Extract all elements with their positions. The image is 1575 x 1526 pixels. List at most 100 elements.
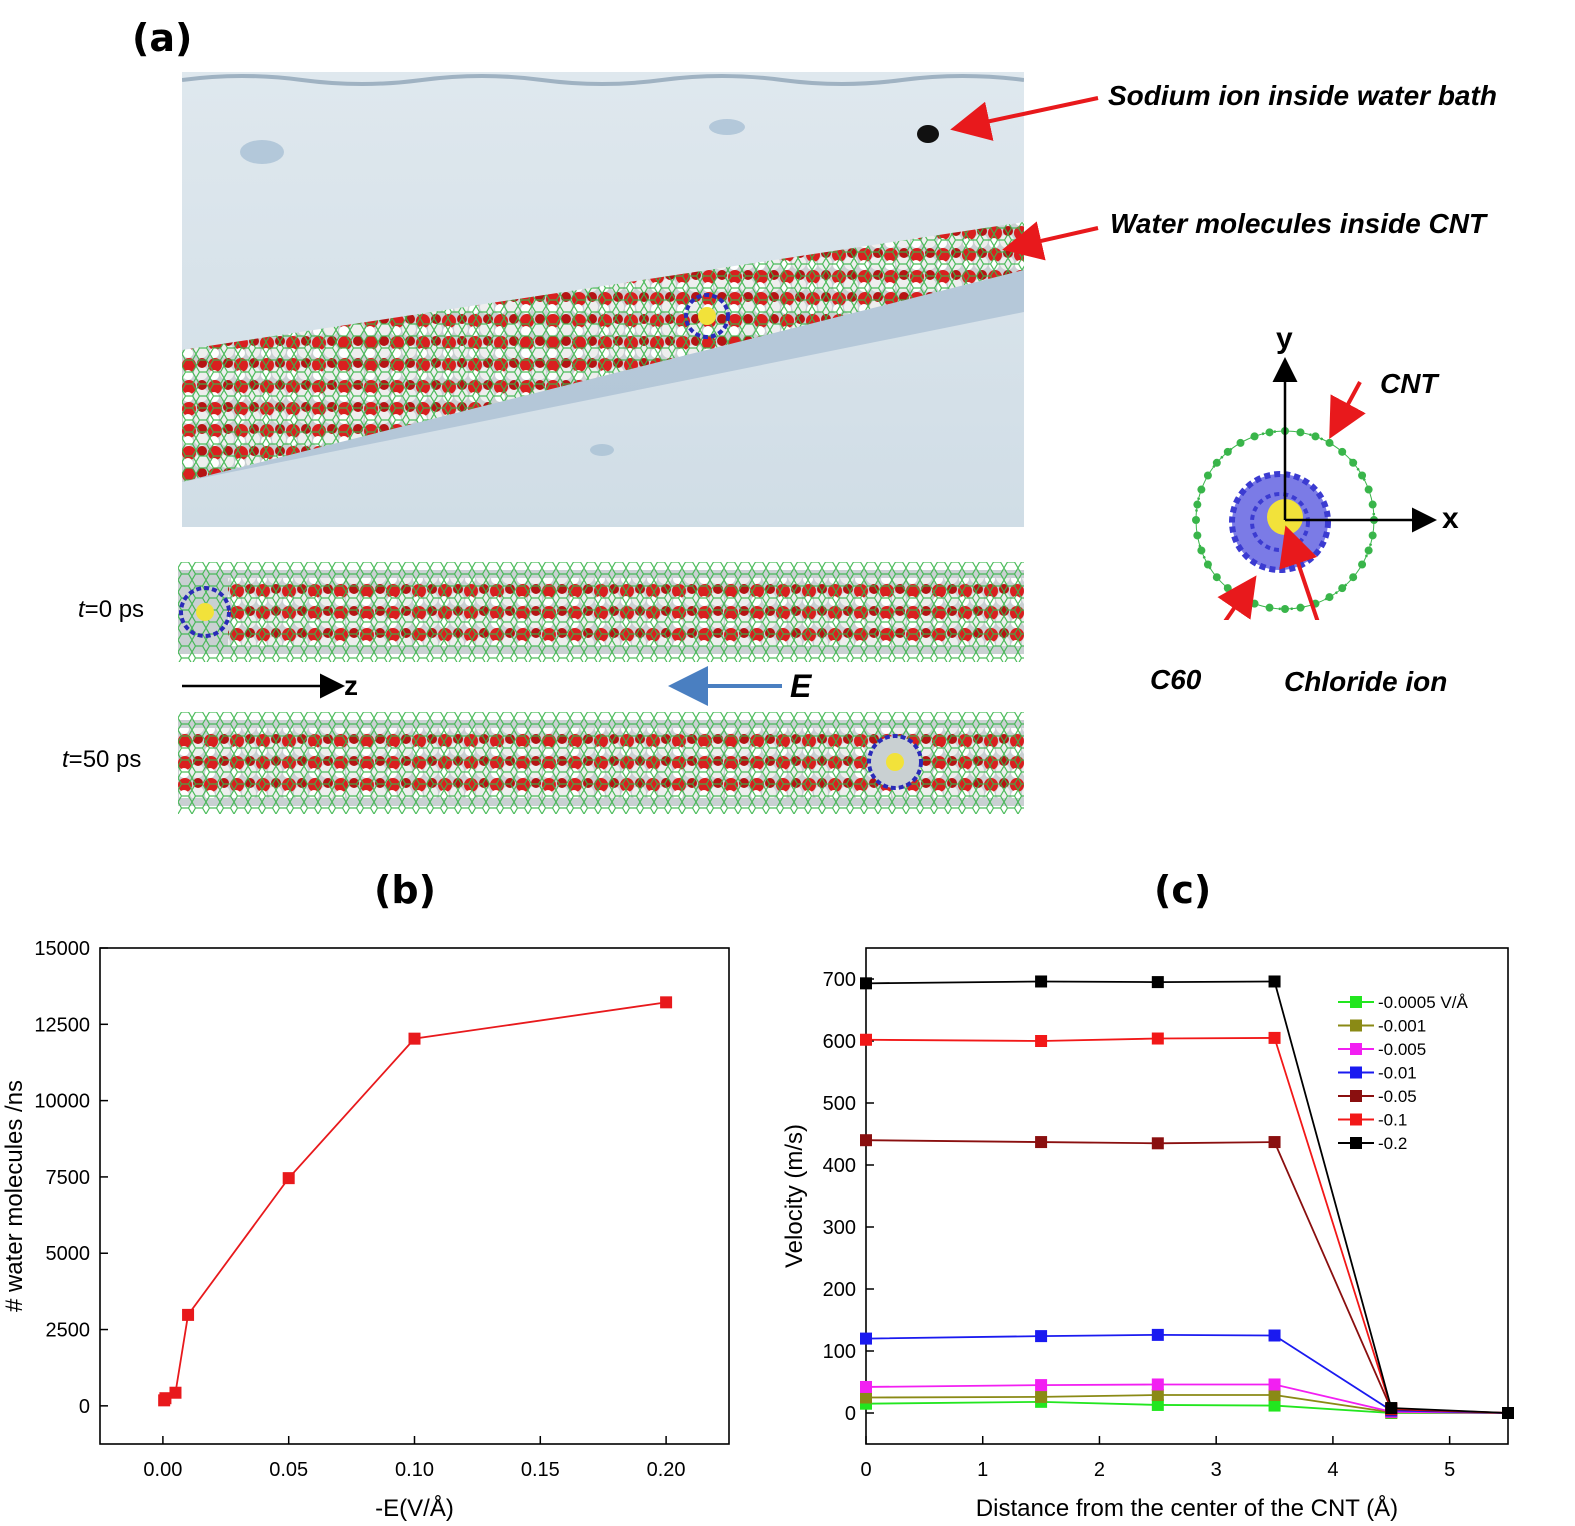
cnt-atom [1349, 573, 1358, 582]
data-point [1035, 1035, 1048, 1047]
legend-label: -0.2 [1378, 1134, 1407, 1153]
cnt-arrow [1329, 381, 1366, 440]
cnt-label: CNT [1380, 368, 1438, 399]
data-point [1035, 1379, 1048, 1392]
data-point [1035, 1136, 1048, 1149]
x-tick-label: 0.00 [143, 1459, 182, 1481]
y-tick-label: 5000 [46, 1243, 91, 1265]
cnt-atom [1296, 428, 1305, 437]
legend-label: -0.0005 V/Å [1378, 993, 1468, 1012]
data-point [860, 1332, 872, 1345]
cnt-atom [1265, 428, 1274, 437]
cnt-atom [1281, 605, 1289, 613]
y-tick-label: 15000 [34, 938, 90, 960]
series-line [865, 1333, 1509, 1414]
series-line [865, 1383, 1509, 1414]
panel-label-c: (c) [1154, 868, 1212, 912]
snapshot-t0 [178, 562, 1024, 662]
x-tick-label: 0.20 [647, 1459, 686, 1481]
c60-arrow [1217, 575, 1257, 620]
data-point [1151, 976, 1164, 989]
data-point [1151, 1389, 1164, 1402]
z-axis-label: z [344, 670, 358, 701]
data-point [860, 1380, 872, 1393]
chloride-ion-t50 [886, 753, 904, 771]
panel-label-a: (a) [132, 16, 193, 60]
legend-marker [1350, 996, 1362, 1008]
cnt-atom [1368, 500, 1377, 509]
water-label: Water molecules inside CNT [1110, 208, 1487, 239]
carbon-nanotube [182, 222, 1024, 482]
cnt-atom [1338, 447, 1347, 456]
chart-c: 0 1 2 3 4 5 0 100 200 300 400 500 600 700 Distance fro… [781, 947, 1514, 1522]
x-tick-label: 4 [1327, 1459, 1338, 1481]
legend-label: -0.005 [1378, 1040, 1426, 1059]
cnt-atom [1250, 432, 1259, 441]
data-point [159, 1392, 172, 1405]
data-point [1035, 975, 1048, 988]
legend-label: -0.1 [1378, 1111, 1407, 1130]
data-point [1268, 1378, 1281, 1391]
cnt-atom [1364, 485, 1373, 494]
y-axis-label: y [1276, 322, 1293, 355]
time-var-t50: t [62, 746, 69, 773]
data-point [182, 1308, 195, 1321]
y-tick-label: 7500 [46, 1167, 91, 1189]
x-tick-label: 0.05 [269, 1459, 308, 1481]
plot-frame [865, 947, 1509, 1445]
cnt-atom [1325, 593, 1334, 602]
series-line [865, 1139, 1509, 1414]
cnt-atom [1250, 599, 1259, 608]
sodium-ion [917, 125, 939, 143]
time-label-t50: t=50 ps [62, 746, 141, 774]
y-tick-label: 500 [823, 1093, 856, 1115]
chloride-ion [698, 307, 716, 325]
data-point [1268, 975, 1281, 988]
y-tick-label: 200 [823, 1279, 856, 1301]
cnt-atom [1193, 531, 1202, 540]
data-point [1151, 1328, 1164, 1341]
x-tick-label: 0.15 [521, 1459, 560, 1481]
cross-section-diagram [1192, 357, 1437, 620]
y-tick-label: 2500 [46, 1320, 91, 1342]
data-point [1151, 1398, 1164, 1411]
y-tick-label: 0 [845, 1403, 856, 1425]
data-point [1151, 1378, 1164, 1391]
data-point [1268, 1329, 1281, 1342]
y-axis-title: # water molecules /ns [1, 1080, 28, 1312]
cnt-atom [1192, 516, 1200, 524]
cnt-atom [1349, 458, 1358, 467]
snapshot-t50 [178, 712, 1024, 814]
x-axis-label: x [1442, 502, 1459, 535]
time-value-t0: =0 ps [84, 596, 145, 623]
data-point [860, 1391, 872, 1404]
y-axis-title: Velocity (m/s) [781, 1124, 808, 1268]
c60-cage [684, 293, 730, 339]
water-arrow [1002, 221, 1099, 261]
y-tick-label: 600 [823, 1031, 856, 1053]
legend-label: -0.01 [1378, 1064, 1417, 1083]
series-line [163, 1001, 667, 1401]
legend-marker [1350, 1090, 1362, 1102]
x-axis-title: -E(V/Å) [375, 1494, 454, 1522]
cnt-atom [1197, 546, 1206, 555]
y-tick-label: 0 [79, 1396, 90, 1418]
chloride-arrow [1279, 525, 1320, 620]
cnt-atom [1197, 485, 1206, 494]
cnt-atom [1193, 500, 1202, 509]
cnt-atom [1265, 603, 1274, 612]
data-point [1502, 1407, 1514, 1419]
legend-label: -0.001 [1378, 1017, 1426, 1036]
c60-cage-t0 [179, 586, 231, 638]
data-point [1268, 1389, 1281, 1402]
x-tick-label: 3 [1211, 1459, 1222, 1481]
plot-frame [99, 947, 730, 1445]
data-point [1268, 1136, 1281, 1149]
cnt-atom [1203, 471, 1212, 480]
annotation-arrows [182, 96, 1099, 706]
cnt-atom [1358, 471, 1367, 480]
series-line [865, 980, 1509, 1414]
data-point [1268, 1031, 1281, 1044]
y-tick-label: 10000 [34, 1091, 90, 1113]
legend-label: -0.05 [1378, 1087, 1417, 1106]
